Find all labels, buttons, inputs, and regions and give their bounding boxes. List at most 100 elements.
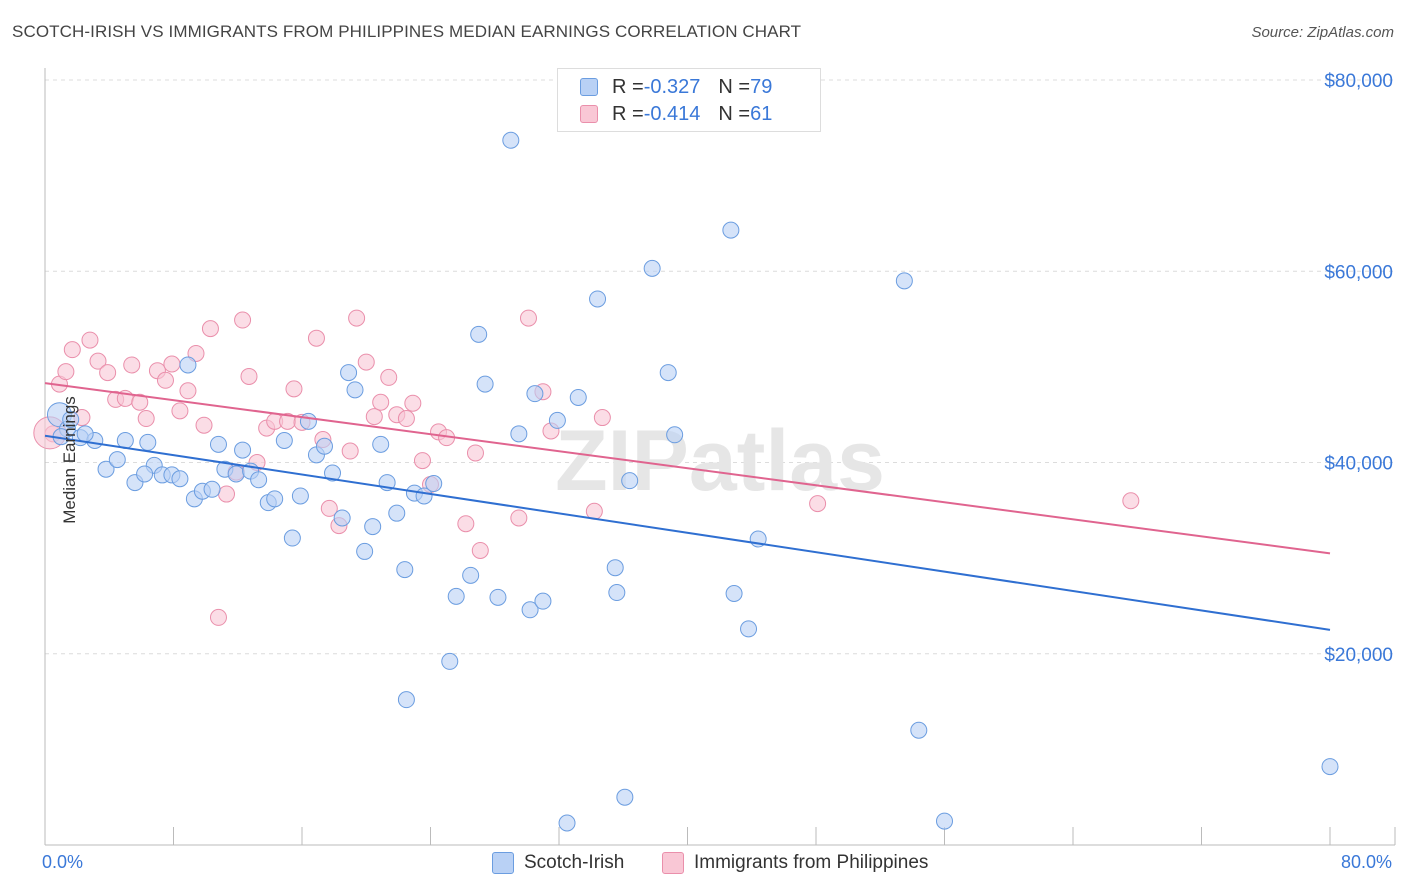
data-point-scotch-irish (441, 652, 459, 670)
data-point-philippines (510, 509, 528, 527)
data-point-scotch-irish (462, 566, 480, 584)
data-point-scotch-irish (108, 451, 126, 469)
data-point-philippines (341, 442, 359, 460)
data-point-scotch-irish (62, 410, 80, 428)
legend-n-label: N = (718, 102, 751, 125)
watermark: ZIPatlas (555, 413, 885, 509)
data-point-scotch-irish (608, 584, 626, 602)
legend-swatch-pink (580, 105, 598, 123)
grid-lines (45, 79, 1395, 655)
data-point-scotch-irish (521, 601, 539, 619)
data-point-scotch-irish (340, 364, 358, 382)
legend-r-label: R = (612, 75, 644, 98)
data-point-philippines (519, 309, 537, 327)
data-point-scotch-irish (548, 411, 566, 429)
data-point-philippines (234, 311, 252, 329)
data-point-scotch-irish (447, 587, 465, 605)
data-point-philippines (457, 515, 475, 533)
data-point-scotch-irish (722, 221, 740, 239)
correlation-legend: R = -0.327 N = 79 R = -0.414 N = 61 (557, 68, 821, 132)
legend-n-label: N = (718, 75, 751, 98)
chart-title: SCOTCH-IRISH VS IMMIGRANTS FROM PHILIPPI… (12, 22, 802, 41)
data-point-scotch-irish (396, 561, 414, 579)
data-point-scotch-irish (895, 272, 913, 290)
data-point-scotch-irish (606, 559, 624, 577)
data-point-scotch-irish (659, 364, 677, 382)
data-point-scotch-irish (643, 259, 661, 277)
data-point-scotch-irish (364, 518, 382, 536)
data-point-philippines (348, 309, 366, 327)
data-point-scotch-irish (666, 426, 684, 444)
data-point-scotch-irish (266, 490, 284, 508)
trend-line-scotch-irish (44, 434, 1331, 631)
legend-row-philippines: R = -0.414 N = 61 (580, 100, 772, 128)
data-point-scotch-irish (558, 814, 576, 832)
data-point-philippines (201, 320, 219, 338)
data-point-scotch-irish (299, 412, 317, 430)
data-point-philippines (593, 409, 611, 427)
data-point-philippines (1122, 492, 1140, 510)
data-point-scotch-irish (589, 290, 607, 308)
data-point-philippines (209, 608, 227, 626)
data-point-scotch-irish (315, 437, 333, 455)
data-point-philippines (179, 382, 197, 400)
data-point-scotch-irish (388, 504, 406, 522)
y-axis-label: Median Earnings (59, 396, 79, 524)
data-point-philippines (404, 394, 422, 412)
data-point-philippines (81, 331, 99, 349)
data-point-philippines (466, 444, 484, 462)
data-point-scotch-irish (234, 441, 252, 459)
data-point-scotch-irish (621, 472, 639, 490)
data-point-scotch-irish (291, 487, 309, 505)
data-point-philippines (131, 393, 149, 411)
data-point-scotch-irish (936, 812, 953, 830)
data-point-scotch-irish (250, 471, 268, 489)
data-point-philippines (380, 368, 398, 386)
legend-r-value: -0.327 (643, 75, 701, 98)
data-point-philippines (171, 402, 189, 420)
data-point-scotch-irish (725, 585, 743, 603)
data-point-philippines (372, 393, 390, 411)
data-point-philippines (163, 355, 181, 373)
legend-row-scotch-irish: R = -0.327 N = 79 (580, 73, 772, 101)
data-point-scotch-irish (616, 788, 634, 806)
data-point-philippines (471, 541, 489, 559)
chart-source: Source: ZipAtlas.com (1251, 24, 1394, 41)
series-legend: Scotch-Irish Immigrants from Philippines (0, 852, 1406, 878)
data-point-philippines (307, 329, 325, 347)
data-point-philippines (357, 353, 375, 371)
data-point-scotch-irish (346, 381, 364, 399)
data-point-philippines (57, 363, 75, 381)
legend-label-philippines: Immigrants from Philippines (694, 852, 929, 873)
y-tick-label: $60,000 (1324, 262, 1393, 283)
data-point-scotch-irish (203, 480, 221, 498)
data-point-scotch-irish (324, 464, 342, 482)
data-point-scotch-irish (139, 433, 157, 451)
data-point-philippines (63, 341, 81, 359)
data-point-scotch-irish (526, 385, 544, 403)
data-point-philippines (123, 356, 141, 374)
data-point-scotch-irish (227, 465, 245, 483)
x-tick-min: 0.0% (42, 852, 84, 872)
data-point-scotch-irish (275, 432, 293, 450)
trend-line-philippines (44, 382, 1331, 555)
data-point-scotch-irish (510, 425, 528, 443)
data-point-scotch-irish (1321, 758, 1339, 776)
legend-swatch-blue (580, 78, 598, 96)
data-point-philippines (809, 495, 827, 513)
legend-item-scotch-irish: Scotch-Irish (492, 852, 624, 874)
data-point-scotch-irish (333, 509, 351, 527)
data-point-philippines (397, 410, 415, 428)
data-point-scotch-irish (397, 691, 415, 709)
data-point-philippines (156, 371, 174, 389)
data-point-scotch-irish (425, 475, 443, 493)
legend-r-label: R = (612, 102, 644, 125)
y-tick-labels: $20,000 $40,000 $60,000 $80,000 (1324, 71, 1393, 666)
data-point-scotch-irish (136, 465, 154, 483)
data-point-philippines (365, 408, 383, 426)
data-point-scotch-irish (476, 375, 494, 393)
data-point-scotch-irish (534, 592, 552, 610)
data-point-philippines (285, 380, 303, 398)
data-point-philippines (89, 352, 107, 370)
